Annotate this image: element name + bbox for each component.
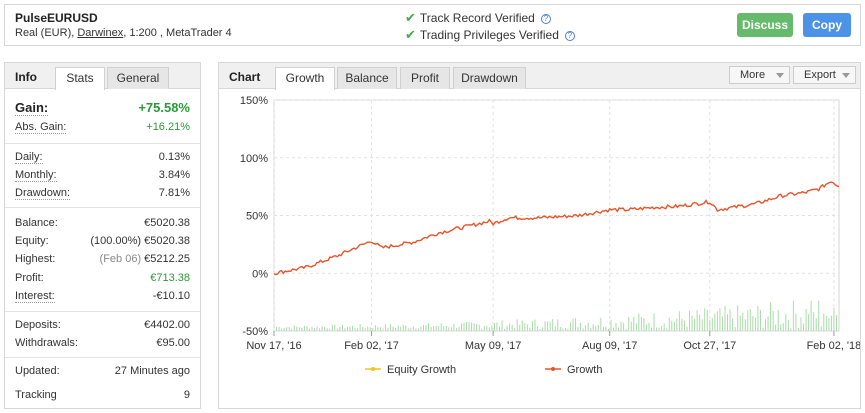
chevron-down-icon — [776, 73, 784, 78]
chart-volume-bars — [276, 300, 837, 331]
help-icon[interactable]: ? — [540, 13, 551, 24]
divider — [5, 143, 200, 144]
help-icon[interactable]: ? — [564, 30, 575, 41]
tab-drawdown[interactable]: Drawdown — [453, 67, 526, 89]
account-title: PulseEURUSD — [15, 11, 98, 25]
x-tick-label: Aug 09, '17 — [582, 340, 637, 352]
x-tick-label: Feb 02, '18 — [807, 340, 860, 352]
chart-panel: Chart Growth Balance Profit Drawdown Mor… — [218, 62, 861, 409]
more-dropdown[interactable]: More — [729, 66, 790, 84]
y-tick-label: 150% — [240, 95, 268, 107]
tab-general[interactable]: General — [107, 67, 169, 89]
export-dropdown[interactable]: Export — [793, 66, 856, 84]
y-tick-label: 50% — [246, 211, 268, 223]
legend-label-equity-growth: Equity Growth — [387, 364, 456, 376]
check-icon: ✔ — [405, 27, 416, 42]
legend-label-growth: Growth — [567, 364, 602, 376]
chart-x-axis: Nov 17, '16 Feb 02, '17 May 09, '17 Aug 09,… — [246, 331, 860, 352]
chart-legend[interactable]: Equity Growth Growth — [365, 364, 602, 376]
trading-privileges-verified: ✔ Trading Privileges Verified? — [405, 27, 575, 43]
chart-grid — [273, 99, 840, 332]
y-tick-label: -50% — [242, 326, 268, 338]
broker-link[interactable]: Darwinex — [77, 27, 124, 39]
track-record-verified: ✔ Track Record Verified? — [405, 10, 551, 26]
legend-marker-equity-growth — [371, 367, 375, 371]
chart-panel-label: Chart — [229, 70, 261, 84]
account-subtitle: Real (EUR), Darwinex, 1:200 , MetaTrader… — [15, 27, 232, 39]
y-tick-label: 0% — [252, 268, 268, 280]
info-tabbar: Info Stats General — [5, 63, 200, 90]
copy-button[interactable]: Copy — [803, 13, 851, 37]
chart-y-axis: 150% 100% 50% 0% -50% — [240, 95, 268, 338]
check-icon: ✔ — [405, 10, 416, 25]
tab-balance[interactable]: Balance — [337, 67, 397, 89]
leverage-platform: , 1:200 , MetaTrader 4 — [123, 27, 232, 39]
chart-series-lines — [273, 181, 840, 276]
divider — [5, 311, 200, 312]
x-tick-label: Nov 17, '16 — [246, 340, 301, 352]
y-tick-label: 100% — [240, 153, 268, 165]
chevron-down-icon — [842, 73, 850, 78]
info-panel: Info Stats General Gain: +75.58% Abs. Ga… — [4, 62, 201, 409]
x-tick-label: Oct 27, '17 — [683, 340, 736, 352]
chart-tabbar: Chart Growth Balance Profit Drawdown Mor… — [219, 63, 860, 90]
discuss-button[interactable]: Discuss — [737, 13, 793, 37]
series-line-growth — [273, 181, 840, 276]
tab-growth[interactable]: Growth — [275, 67, 335, 90]
tab-stats[interactable]: Stats — [55, 67, 105, 90]
growth-chart[interactable]: 150% 100% 50% 0% -50% Nov 17, '16 Feb 02, '17… — [219, 90, 860, 408]
tab-profit[interactable]: Profit — [400, 67, 450, 89]
legend-marker-growth — [551, 367, 555, 371]
x-tick-label: May 09, '17 — [465, 340, 522, 352]
account-header: PulseEURUSD Real (EUR), Darwinex, 1:200 … — [4, 4, 861, 46]
divider — [5, 207, 200, 208]
info-panel-label: Info — [15, 70, 37, 84]
account-type: Real (EUR), — [15, 27, 75, 39]
divider — [5, 357, 200, 358]
x-tick-label: Feb 02, '17 — [344, 340, 399, 352]
